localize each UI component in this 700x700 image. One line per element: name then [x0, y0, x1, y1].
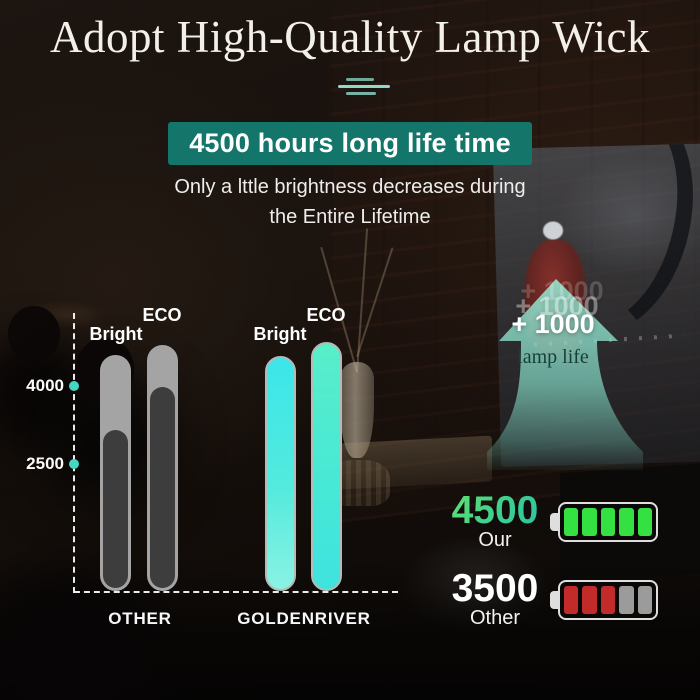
arrow-boost-echo: + 1000 [520, 276, 604, 306]
y-axis-dashed-line [73, 313, 75, 593]
our-hours-value: 4500 [443, 491, 547, 530]
bar-goldenriver-bright [265, 356, 296, 591]
page-title: Adopt High-Quality Lamp Wick [49, 12, 650, 62]
our-hours-label: Our [478, 529, 512, 551]
battery-terminal [550, 591, 559, 609]
vase [340, 362, 374, 458]
bar-label-goldenriver-eco: ECO [306, 305, 346, 325]
growth-arrow [487, 279, 643, 470]
axis-dot-4000 [69, 381, 79, 391]
arrow-caption: lamp life [517, 346, 589, 368]
divider-lines-icon [338, 78, 392, 100]
subtitle-line-1: Only a lttle brightness decreases during [174, 176, 526, 198]
battery-cells [564, 508, 653, 536]
arrow-boost-value: + 1000 [511, 309, 595, 339]
y-tick-2500: 2500 [26, 454, 64, 473]
arrow-boost-echo: + 1000 [515, 291, 599, 321]
bar-goldenriver-eco [311, 342, 342, 591]
bar-other-bright [100, 355, 131, 591]
bar-label-goldenriver-bright: Bright [253, 324, 307, 344]
bar-other-eco-dimmed-segment [150, 387, 175, 588]
battery-terminal [550, 513, 559, 531]
axis-dot-2500 [69, 459, 79, 469]
bar-label-other-eco: ECO [142, 305, 182, 325]
battery-icon-full [550, 502, 658, 542]
other-hours-value: 3500 [451, 567, 539, 610]
bar-label-other-bright: Bright [89, 324, 143, 344]
bar-other-eco [147, 345, 178, 591]
viewer-head [8, 306, 60, 362]
battery-cells [564, 586, 653, 614]
banner-text: 4500 hours long life time [189, 128, 511, 158]
group-label-other: OTHER [108, 609, 172, 628]
other-hours-label: Other [469, 607, 521, 629]
battery-icon-low [550, 580, 658, 620]
subtitle-line-2: the Entire Lifetime [269, 206, 431, 228]
x-axis-dashed-line [74, 591, 398, 593]
group-label-goldenriver: GOLDENRIVER [237, 609, 371, 628]
bar-other-bright-dimmed-segment [103, 430, 128, 588]
lifetime-banner: 4500 hours long life time [168, 122, 532, 165]
y-tick-4000: 4000 [26, 376, 64, 395]
